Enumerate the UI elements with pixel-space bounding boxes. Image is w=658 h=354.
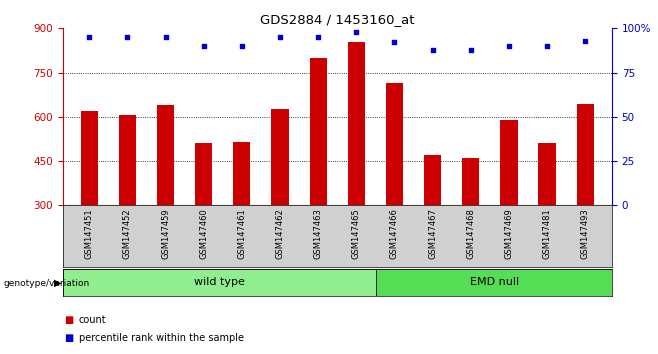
Text: percentile rank within the sample: percentile rank within the sample bbox=[79, 333, 244, 343]
Text: ▶: ▶ bbox=[54, 278, 62, 288]
Text: GSM147463: GSM147463 bbox=[314, 209, 322, 259]
Text: ■: ■ bbox=[64, 315, 74, 325]
Point bbox=[199, 43, 209, 49]
Bar bbox=[157, 105, 174, 205]
Bar bbox=[233, 142, 251, 205]
Text: GSM147466: GSM147466 bbox=[390, 209, 399, 259]
Bar bbox=[271, 109, 289, 205]
Point bbox=[275, 34, 286, 40]
Bar bbox=[376, 269, 612, 296]
Bar bbox=[195, 143, 213, 205]
Text: GSM147461: GSM147461 bbox=[238, 209, 246, 259]
Point bbox=[427, 47, 438, 52]
Point bbox=[389, 40, 399, 45]
Text: GSM147493: GSM147493 bbox=[581, 209, 590, 259]
Bar bbox=[386, 83, 403, 205]
Bar bbox=[347, 42, 365, 205]
Bar bbox=[500, 120, 517, 205]
Bar bbox=[63, 269, 376, 296]
Bar bbox=[538, 143, 555, 205]
Text: GSM147468: GSM147468 bbox=[467, 209, 475, 259]
Text: GSM147451: GSM147451 bbox=[85, 209, 93, 259]
Point bbox=[351, 29, 361, 35]
Bar bbox=[119, 115, 136, 205]
Point bbox=[580, 38, 590, 44]
Bar bbox=[424, 155, 442, 205]
Text: GSM147465: GSM147465 bbox=[352, 209, 361, 259]
Bar bbox=[462, 158, 479, 205]
Point bbox=[84, 34, 95, 40]
Point bbox=[237, 43, 247, 49]
Point bbox=[542, 43, 552, 49]
Text: EMD null: EMD null bbox=[470, 277, 519, 287]
Text: wild type: wild type bbox=[194, 277, 245, 287]
Bar bbox=[309, 58, 327, 205]
Bar bbox=[576, 104, 594, 205]
Text: count: count bbox=[79, 315, 107, 325]
Point bbox=[122, 34, 133, 40]
Text: GSM147462: GSM147462 bbox=[276, 209, 284, 259]
Title: GDS2884 / 1453160_at: GDS2884 / 1453160_at bbox=[260, 13, 415, 26]
Bar bbox=[81, 111, 98, 205]
Text: GSM147469: GSM147469 bbox=[505, 209, 513, 259]
Text: GSM147459: GSM147459 bbox=[161, 209, 170, 259]
Text: GSM147452: GSM147452 bbox=[123, 209, 132, 259]
Point bbox=[313, 34, 324, 40]
Text: ■: ■ bbox=[64, 333, 74, 343]
Point bbox=[503, 43, 514, 49]
Text: GSM147481: GSM147481 bbox=[543, 209, 551, 259]
Text: genotype/variation: genotype/variation bbox=[3, 279, 89, 288]
Point bbox=[161, 34, 171, 40]
Text: GSM147467: GSM147467 bbox=[428, 209, 437, 259]
Point bbox=[465, 47, 476, 52]
Text: GSM147460: GSM147460 bbox=[199, 209, 208, 259]
